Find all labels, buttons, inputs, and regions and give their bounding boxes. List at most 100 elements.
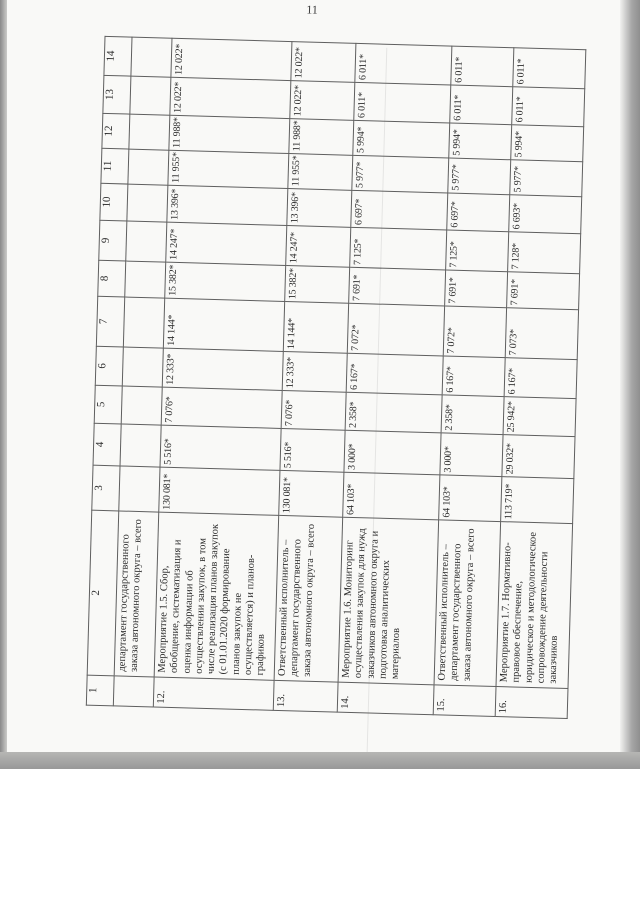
column-header: 4: [93, 423, 122, 466]
value-cell: 130 081*: [158, 467, 280, 516]
column-header: 10: [99, 183, 128, 222]
value-cell: [118, 465, 161, 513]
column-header: 7: [96, 296, 125, 347]
row-number-cell: 15.: [433, 684, 497, 717]
value-cell: 12 022*: [290, 41, 356, 83]
value-cell: 6 167*: [346, 353, 444, 395]
value-cell: 64 103*: [438, 474, 502, 522]
value-cell: 7 125*: [349, 227, 447, 270]
value-cell: 14 144*: [163, 298, 285, 352]
value-cell: 15 382*: [284, 265, 350, 304]
column-header: 12: [101, 113, 130, 150]
scan-tilt-layer: 11 1 2 3 4 5 6 7 8 9: [86, 2, 587, 754]
scan-bottom-edge-shadow: [0, 752, 640, 769]
rotated-table-container: 1 2 3 4 5 6 7 8 9 10 11 12 13 14: [86, 36, 587, 719]
value-cell: 6 697*: [446, 192, 510, 232]
value-cell: 130 081*: [278, 470, 344, 518]
value-cell: 7 076*: [281, 390, 347, 431]
value-cell: [123, 297, 165, 349]
value-cell: 12 022*: [289, 80, 355, 121]
column-header: 14: [103, 36, 133, 77]
page-number: 11: [306, 2, 319, 17]
value-cell: 25 942*: [503, 396, 577, 437]
row-text-cell: Мероприятие 1.5. Сбор, обобщение, систем…: [154, 512, 279, 681]
scanned-page: 11 1 2 3 4 5 6 7 8 9: [0, 0, 640, 769]
background-below-scan: [0, 769, 640, 905]
row-number-cell: [113, 675, 155, 707]
row-number-cell: 14.: [337, 682, 435, 715]
value-cell: 7 073*: [505, 307, 579, 360]
column-header: 5: [94, 385, 123, 424]
value-cell: [125, 221, 167, 263]
value-cell: 5 994*: [352, 120, 450, 159]
row-text-cell: Ответственный исполнитель – департамент …: [434, 519, 501, 687]
row-text-cell: Ответственный исполнитель – департамент …: [274, 515, 343, 683]
value-cell: 3 000*: [343, 430, 442, 475]
column-header: 13: [102, 75, 131, 115]
value-cell: [124, 261, 166, 299]
value-cell: 6 167*: [442, 355, 506, 397]
value-cell: 5 977*: [447, 158, 511, 195]
value-cell: 6 011*: [353, 82, 451, 124]
value-cell: 5 516*: [160, 425, 282, 471]
value-cell: [122, 346, 164, 388]
value-cell: 14 247*: [285, 225, 351, 268]
value-cell: 11 955*: [167, 150, 289, 189]
data-table: 1 2 3 4 5 6 7 8 9 10 11 12 13 14: [86, 36, 587, 719]
row-text-cell: Мероприятие 1.7. Нормативно-правовое обе…: [496, 521, 573, 689]
value-cell: 5 994*: [510, 124, 584, 162]
value-cell: [128, 114, 170, 151]
value-cell: 11 988*: [168, 115, 290, 154]
value-cell: 7 072*: [443, 305, 507, 358]
value-cell: 7 076*: [161, 387, 283, 429]
value-cell: [129, 76, 171, 116]
row-number-cell: 12.: [153, 676, 275, 711]
value-cell: [127, 149, 169, 186]
value-cell: 5 977*: [351, 155, 449, 193]
value-cell: 29 032*: [501, 434, 576, 479]
value-cell: 2 358*: [345, 392, 443, 433]
value-cell: 5 516*: [279, 428, 346, 473]
value-cell: 6 693*: [508, 194, 582, 234]
table-row-14: 14. Мероприятие 1.6. Мониторинг осуществ…: [337, 43, 452, 715]
value-cell: 11 955*: [287, 153, 353, 191]
value-cell: 2 358*: [441, 394, 505, 435]
value-cell: 6 011*: [450, 46, 514, 87]
scan-right-edge: [620, 0, 640, 769]
column-header: 1: [86, 675, 115, 706]
value-cell: 12 022*: [170, 38, 292, 81]
value-cell: 6 011*: [354, 43, 452, 86]
column-header: 11: [100, 148, 129, 185]
column-header: 6: [95, 346, 124, 386]
value-cell: 6 167*: [504, 357, 578, 399]
value-cell: 113 719*: [500, 476, 574, 524]
value-cell: 11 988*: [288, 118, 354, 156]
value-cell: 15 382*: [164, 262, 286, 302]
value-cell: 5 977*: [509, 159, 583, 197]
value-cell: [120, 423, 162, 468]
value-cell: 7 125*: [445, 229, 509, 272]
column-header: 9: [98, 220, 127, 262]
row-number-cell: 13.: [273, 680, 339, 713]
value-cell: 14 247*: [165, 222, 287, 266]
value-cell: 7 691*: [444, 269, 508, 308]
value-cell: 6 011*: [512, 47, 586, 89]
value-cell: 14 144*: [283, 301, 349, 354]
column-header: 8: [97, 260, 126, 298]
value-cell: 5 994*: [448, 123, 512, 160]
value-cell: 12 022*: [169, 77, 291, 119]
value-cell: 64 103*: [342, 472, 440, 520]
value-cell: 7 072*: [347, 303, 445, 356]
row-number-cell: 16.: [495, 686, 568, 719]
value-cell: 7 128*: [507, 231, 581, 274]
value-cell: 13 396*: [286, 188, 352, 228]
value-cell: 6 697*: [350, 190, 448, 230]
value-cell: 12 333*: [162, 348, 284, 391]
value-cell: 12 333*: [282, 351, 348, 393]
value-cell: [121, 385, 163, 426]
value-cell: 6 011*: [511, 86, 585, 127]
value-cell: [126, 184, 168, 223]
value-cell: 3 000*: [439, 432, 504, 477]
row-text-cell: Мероприятие 1.6. Мониторинг осуществлени…: [338, 517, 439, 685]
table-row-12: 12. Мероприятие 1.5. Сбор, обобщение, си…: [153, 38, 292, 711]
